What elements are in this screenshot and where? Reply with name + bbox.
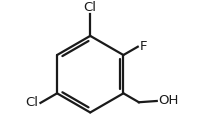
Text: Cl: Cl [26,96,39,109]
Text: OH: OH [158,95,178,108]
Text: F: F [140,40,147,53]
Text: Cl: Cl [84,1,97,14]
